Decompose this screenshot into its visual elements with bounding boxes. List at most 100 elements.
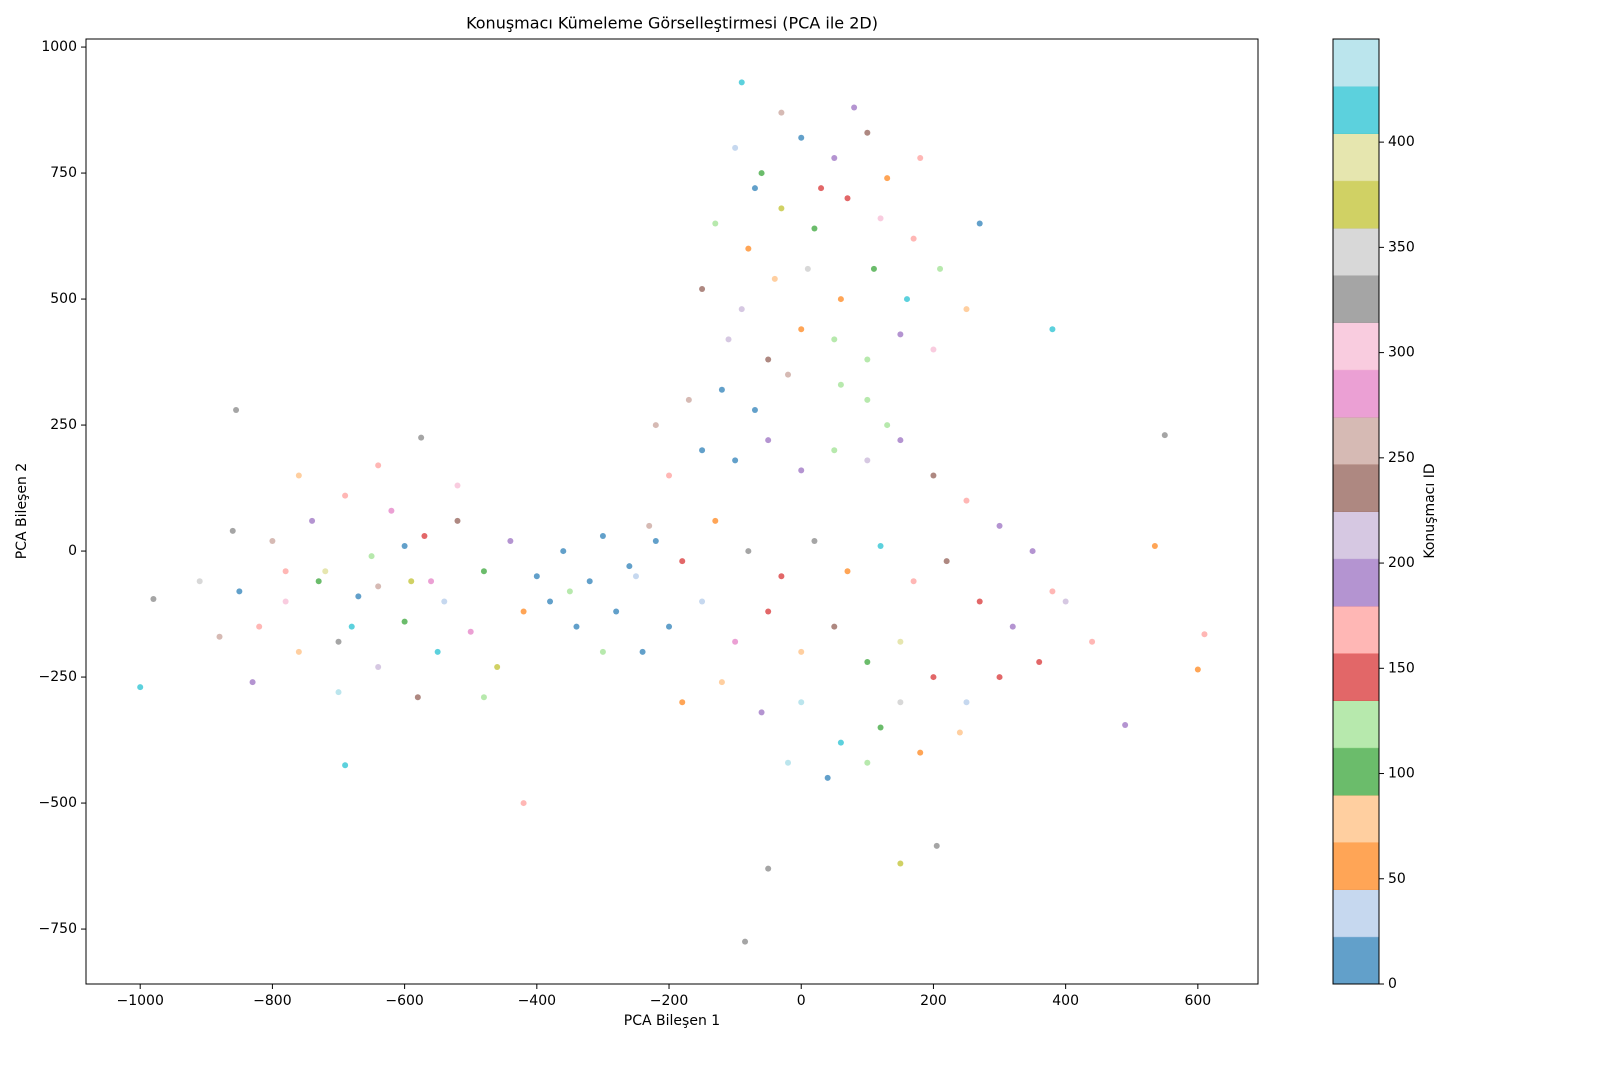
data-point [1089, 638, 1096, 645]
data-point [342, 492, 349, 499]
data-point [434, 648, 441, 655]
colorbar-swatch [1333, 322, 1379, 371]
data-point [910, 578, 917, 585]
colorbar-tick-label: 200 [1388, 555, 1415, 571]
data-point [1194, 666, 1201, 673]
data-point [507, 537, 514, 544]
data-point [428, 578, 435, 585]
data-point [864, 396, 871, 403]
data-point [454, 517, 461, 524]
data-point [467, 628, 474, 635]
data-point [626, 563, 633, 570]
data-point [547, 598, 554, 605]
data-point [666, 623, 673, 630]
colorbar-swatch [1333, 464, 1379, 512]
data-point [599, 532, 606, 539]
data-point [844, 195, 851, 202]
colorbar-swatch [1333, 511, 1379, 560]
data-point [758, 170, 765, 177]
plot-frame [85, 38, 1259, 985]
data-point [335, 638, 342, 645]
data-point [679, 699, 686, 706]
data-point [930, 674, 937, 681]
colorbar-label: Konuşmacı ID [1422, 463, 1438, 558]
data-point [1029, 548, 1036, 555]
data-point [996, 674, 1003, 681]
data-point [804, 265, 811, 272]
data-point [917, 154, 924, 161]
data-point [811, 225, 818, 232]
data-point [480, 694, 487, 701]
y-tick-label: 0 [68, 543, 77, 559]
data-point [864, 457, 871, 464]
data-point [1049, 326, 1056, 333]
data-point [646, 522, 653, 529]
data-point [586, 578, 593, 585]
data-point [566, 588, 573, 595]
data-point [652, 422, 659, 429]
data-point [798, 326, 805, 333]
y-tick-label: −500 [39, 795, 77, 811]
data-point [480, 568, 487, 575]
data-point [368, 553, 375, 560]
data-point [897, 331, 904, 338]
colorbar-tick-label: 0 [1388, 976, 1397, 992]
colorbar-frame [1332, 38, 1380, 985]
data-point [903, 296, 910, 303]
x-tick-label: −800 [253, 993, 291, 1009]
data-point [1122, 721, 1129, 728]
colorbar-swatch [1333, 275, 1379, 323]
y-tick-label: 1000 [41, 39, 77, 55]
data-point [943, 558, 950, 565]
data-point [233, 406, 240, 413]
data-point [963, 306, 970, 313]
colorbar-swatch [1333, 700, 1379, 749]
data-point [917, 749, 924, 756]
data-point [910, 235, 917, 242]
data-point [732, 457, 739, 464]
colorbar-swatch [1333, 606, 1379, 654]
colorbar-swatch [1333, 86, 1379, 134]
data-point [831, 447, 838, 454]
data-point [1161, 432, 1168, 439]
colorbar-tick-label: 400 [1388, 134, 1415, 150]
data-point [933, 842, 940, 849]
data-point [745, 245, 752, 252]
data-point [418, 434, 425, 441]
data-point [751, 185, 758, 192]
y-tick-label: −750 [39, 921, 77, 937]
data-point [282, 568, 289, 575]
data-point [738, 79, 745, 86]
x-tick-label: −400 [518, 993, 556, 1009]
data-point [778, 205, 785, 212]
data-point [751, 406, 758, 413]
data-point [401, 618, 408, 625]
data-point [831, 336, 838, 343]
data-point [712, 517, 719, 524]
data-point [229, 527, 236, 534]
colorbar-tick-label: 50 [1388, 871, 1406, 887]
data-point [884, 175, 891, 182]
x-axis-label: PCA Bileşen 1 [624, 1013, 720, 1029]
data-point [322, 568, 329, 575]
data-point [599, 648, 606, 655]
data-point [666, 472, 673, 479]
data-point [864, 356, 871, 363]
data-point [765, 356, 772, 363]
data-point [573, 623, 580, 630]
data-point [877, 724, 884, 731]
data-point [315, 578, 322, 585]
data-point [725, 336, 732, 343]
data-point [811, 537, 818, 544]
data-point [870, 265, 877, 272]
data-point [738, 306, 745, 313]
data-point [897, 699, 904, 706]
data-point [699, 285, 706, 292]
data-point [421, 532, 428, 539]
y-tick-label: 250 [50, 417, 77, 433]
data-point [388, 507, 395, 514]
data-point [282, 598, 289, 605]
data-point [824, 774, 831, 781]
data-point [196, 578, 203, 585]
y-tick-label: −250 [39, 669, 77, 685]
